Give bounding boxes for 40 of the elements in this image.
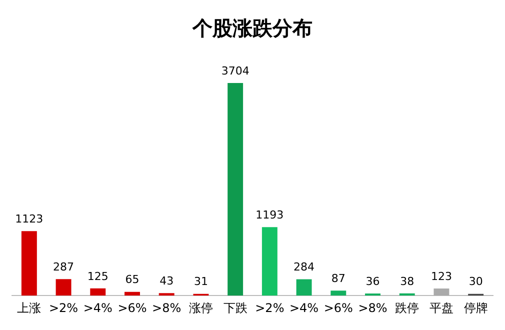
bar — [90, 288, 106, 296]
bar — [21, 231, 37, 296]
data-label: 284 — [294, 260, 315, 274]
bar — [330, 290, 346, 296]
data-label: 30 — [468, 275, 483, 288]
x-tick-label: 涨停 — [188, 300, 213, 315]
bar — [158, 293, 174, 296]
data-label: 3704 — [221, 64, 250, 78]
data-label: 1193 — [256, 208, 284, 222]
data-label: 287 — [53, 260, 74, 274]
x-tick-label: 上涨 — [17, 300, 42, 315]
data-label: 36 — [366, 274, 380, 288]
x-tick-label: >2% — [48, 300, 78, 315]
x-tick-label: >8% — [152, 300, 182, 315]
x-tick-label: >6% — [324, 300, 353, 315]
x-tick-label: 下跌 — [223, 300, 248, 315]
x-tick-label: >2% — [255, 300, 284, 315]
x-tick-label: 停牌 — [464, 300, 488, 315]
bar — [399, 293, 415, 296]
x-tick-label: 平盘 — [429, 300, 454, 315]
data-label: 87 — [331, 272, 346, 285]
x-tick-label: >6% — [118, 300, 147, 315]
data-label: 38 — [400, 274, 414, 288]
bar — [124, 292, 140, 296]
bar — [262, 227, 278, 296]
data-label: 1123 — [15, 212, 44, 226]
x-tick-label: 跌停 — [395, 300, 420, 315]
bar — [434, 288, 450, 296]
bar — [228, 82, 244, 296]
bar — [56, 279, 72, 296]
data-label: 125 — [87, 270, 108, 283]
chart-title: 个股涨跌分布 — [192, 16, 312, 40]
data-label: 31 — [194, 275, 208, 288]
bar — [296, 279, 312, 296]
data-label: 43 — [160, 274, 174, 288]
x-tick-label: >4% — [289, 300, 319, 315]
data-label: 65 — [125, 273, 140, 286]
data-label: 123 — [430, 270, 452, 283]
x-tick-label: >4% — [83, 300, 112, 315]
x-tick-label: >8% — [358, 300, 388, 315]
